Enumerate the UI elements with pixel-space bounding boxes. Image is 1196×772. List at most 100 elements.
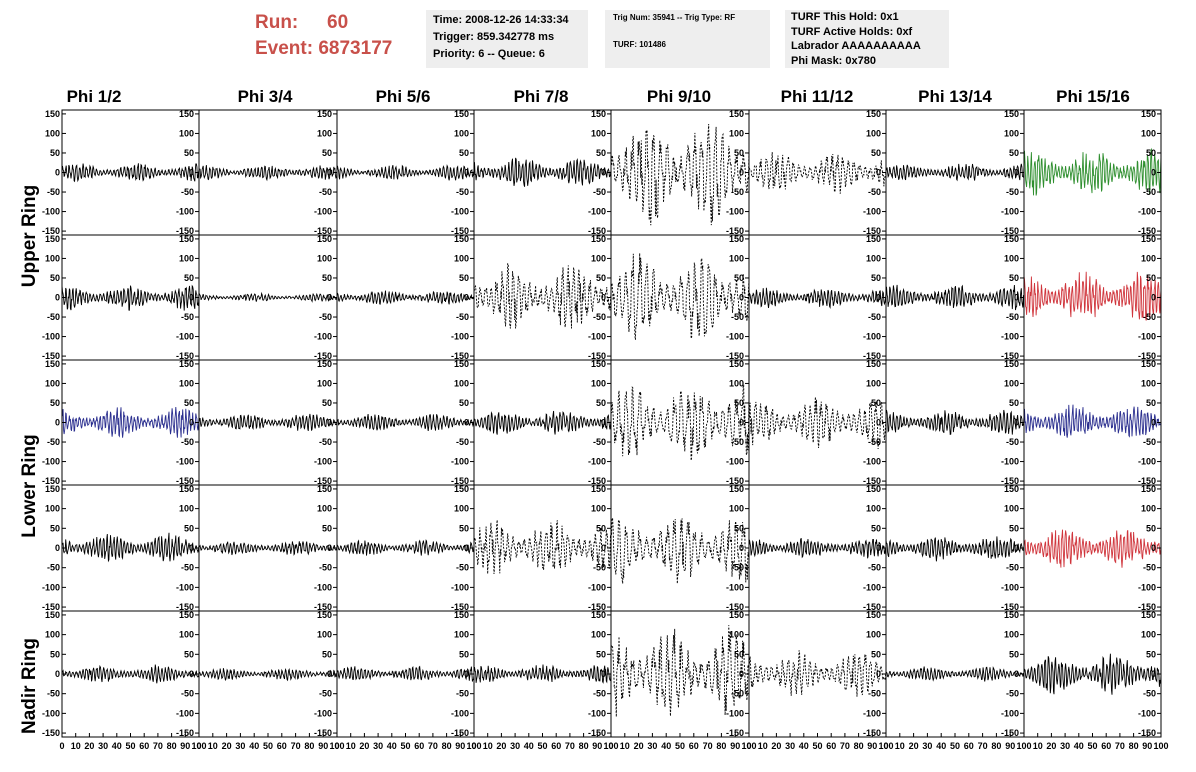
x-tick-label: 80	[167, 741, 177, 751]
y-tick-label: 50	[322, 398, 332, 408]
y-tick-label: -50	[319, 437, 332, 447]
x-tick-label: 20	[222, 741, 232, 751]
x-tick-label: 70	[1115, 741, 1125, 751]
x-tick-label: 80	[1129, 741, 1139, 751]
y-tick-label: -100	[451, 207, 469, 217]
y-tick-label: -100	[588, 207, 606, 217]
y-tick-label: 50	[1146, 649, 1156, 659]
x-tick-label: 90	[730, 741, 740, 751]
y-tick-label: -50	[456, 563, 469, 573]
x-tick-label: 20	[1046, 741, 1056, 751]
y-tick-label: -100	[176, 207, 194, 217]
waveform-series-r0-c6	[885, 163, 1025, 182]
y-tick-label: 0	[464, 543, 469, 553]
x-tick-label: 0	[746, 741, 751, 751]
column-title-phi-15-16: Phi 15/16	[1056, 87, 1130, 106]
y-tick-label: -50	[47, 312, 60, 322]
y-tick-label: 100	[45, 504, 60, 514]
y-tick-label: 50	[50, 523, 60, 533]
y-tick-label: -100	[1001, 457, 1019, 467]
y-tick-label: -50	[1143, 312, 1156, 322]
y-tick-label: -150	[1001, 602, 1019, 612]
y-tick-label: -50	[319, 312, 332, 322]
y-tick-label: 0	[327, 293, 332, 303]
y-tick-label: -50	[47, 437, 60, 447]
waveform-series-r3-c4	[610, 517, 750, 584]
y-tick-label: 50	[871, 273, 881, 283]
x-tick-label: 10	[758, 741, 768, 751]
x-tick-label: 20	[84, 741, 94, 751]
x-tick-label: 60	[139, 741, 149, 751]
turf-text: TURF: 101486	[613, 40, 666, 49]
y-tick-label: 100	[179, 378, 194, 388]
waveform-series-r0-c7	[1023, 147, 1162, 196]
priority-text: Priority: 6 -- Queue: 6	[433, 48, 545, 60]
x-tick-label: 100	[741, 741, 756, 751]
y-tick-label: -150	[1001, 476, 1019, 486]
waveform-series-r1-c4	[610, 253, 750, 340]
y-tick-label: -150	[726, 476, 744, 486]
x-tick-label: 40	[1074, 741, 1084, 751]
y-tick-label: 0	[739, 669, 744, 679]
y-tick-label: -50	[181, 312, 194, 322]
y-tick-label: 150	[1141, 234, 1156, 244]
y-tick-label: 50	[871, 398, 881, 408]
y-tick-label: -150	[863, 226, 881, 236]
y-tick-label: 150	[729, 484, 744, 494]
y-tick-label: 100	[179, 630, 194, 640]
x-tick-label: 60	[826, 741, 836, 751]
waveform-series-r3-c6	[885, 536, 1025, 562]
y-tick-label: 50	[1146, 523, 1156, 533]
y-tick-label: 50	[184, 148, 194, 158]
x-tick-label: 30	[1060, 741, 1070, 751]
y-tick-label: -150	[726, 351, 744, 361]
y-tick-label: -100	[42, 708, 60, 718]
y-tick-label: 0	[464, 168, 469, 178]
y-tick-label: 100	[317, 128, 332, 138]
x-tick-label: 20	[634, 741, 644, 751]
y-tick-label: 0	[464, 669, 469, 679]
y-tick-label: 0	[327, 669, 332, 679]
y-tick-label: 0	[189, 418, 194, 428]
y-tick-label: 0	[464, 418, 469, 428]
y-tick-label: -50	[456, 312, 469, 322]
y-tick-label: 100	[1141, 378, 1156, 388]
x-tick-label: 20	[359, 741, 369, 751]
y-tick-label: 50	[596, 273, 606, 283]
x-tick-label: 80	[579, 741, 589, 751]
y-tick-label: 150	[454, 610, 469, 620]
y-tick-label: 100	[454, 504, 469, 514]
y-tick-label: 50	[50, 649, 60, 659]
x-tick-label: 80	[304, 741, 314, 751]
y-tick-label: 50	[184, 649, 194, 659]
column-title-phi-3-4: Phi 3/4	[237, 87, 293, 106]
waveform-series-r4-c2	[336, 665, 475, 682]
x-tick-label: 70	[291, 741, 301, 751]
y-tick-label: -50	[868, 689, 881, 699]
x-tick-label: 30	[98, 741, 108, 751]
labrador-text: Labrador AAAAAAAAAA	[791, 40, 921, 52]
y-tick-label: -150	[1001, 226, 1019, 236]
y-tick-label: 0	[327, 543, 332, 553]
waveform-series-r0-c4	[610, 123, 750, 226]
waveform-series-r3-c2	[336, 539, 475, 556]
y-tick-label: 100	[729, 504, 744, 514]
time-info-box: Time: 2008-12-26 14:33:34 Trigger: 859.3…	[426, 10, 588, 68]
y-tick-label: -50	[731, 437, 744, 447]
y-tick-label: -50	[319, 689, 332, 699]
y-tick-label: 100	[45, 253, 60, 263]
y-tick-label: 150	[317, 359, 332, 369]
y-tick-label: 100	[591, 128, 606, 138]
y-tick-label: -50	[1006, 312, 1019, 322]
y-tick-label: 50	[1009, 649, 1019, 659]
waveform-series-r4-c6	[885, 666, 1025, 682]
y-tick-label: 100	[454, 630, 469, 640]
y-tick-label: -100	[863, 332, 881, 342]
y-tick-label: -50	[1006, 187, 1019, 197]
y-tick-label: 100	[1141, 253, 1156, 263]
y-tick-label: -50	[1143, 563, 1156, 573]
y-tick-label: -100	[726, 582, 744, 592]
y-tick-label: 150	[591, 234, 606, 244]
event-line: Event: 6873177	[255, 36, 392, 62]
